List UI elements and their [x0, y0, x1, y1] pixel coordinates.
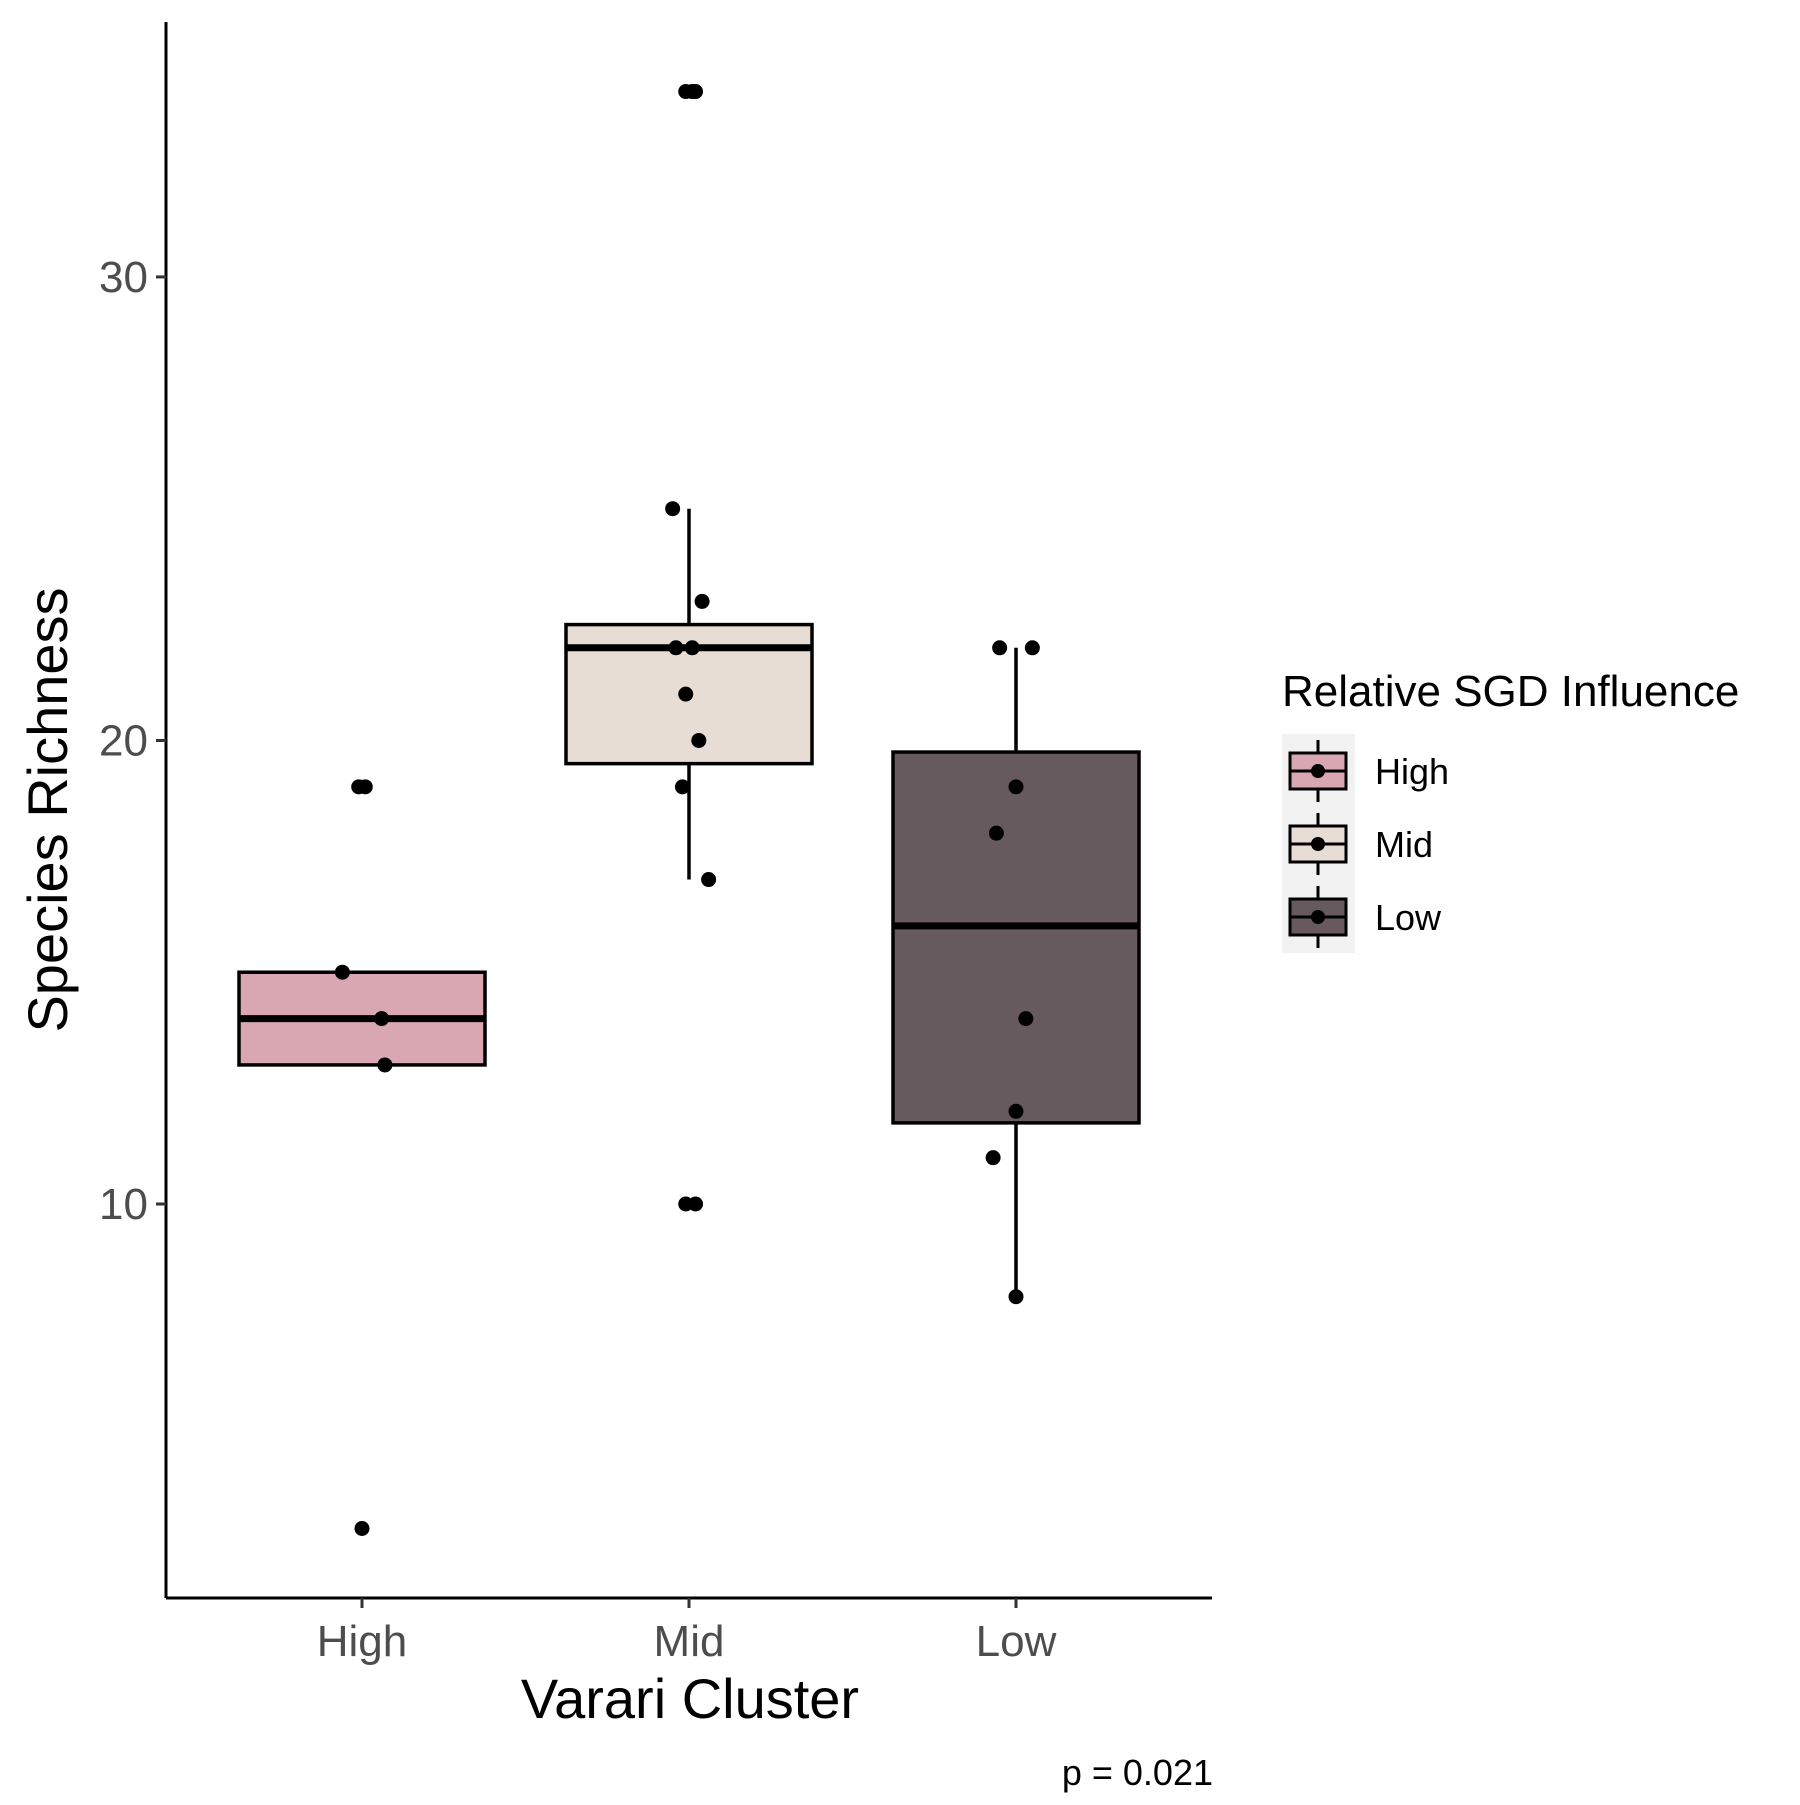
axes-layer: 10 20 30 High Mid Low [99, 22, 1212, 1666]
p-value-caption: p = 0.021 [1062, 1752, 1213, 1793]
data-point [334, 964, 350, 980]
x-axis-title: Varari Cluster [521, 1667, 859, 1730]
y-tick-label: 20 [99, 716, 148, 765]
data-point [357, 779, 373, 795]
data-point [678, 686, 694, 702]
data-point [688, 84, 704, 100]
data-point [688, 1196, 704, 1212]
data-point [674, 779, 690, 795]
points-layer [334, 84, 1040, 1536]
data-point [377, 1057, 393, 1073]
legend-label: Mid [1375, 824, 1433, 865]
legend-entries: High Mid Low [1288, 740, 1449, 948]
data-point [988, 825, 1004, 841]
data-point [354, 1520, 370, 1536]
data-point [665, 501, 681, 517]
legend-key-point [1311, 910, 1325, 924]
data-point [701, 872, 717, 888]
data-point [694, 593, 710, 609]
legend-label: High [1375, 751, 1449, 792]
legend-entry-mid: Mid [1288, 813, 1433, 875]
data-point [1008, 1289, 1024, 1305]
legend-key-point [1311, 837, 1325, 851]
data-point [374, 1011, 390, 1027]
legend-entry-low: Low [1288, 886, 1442, 948]
box-high [237, 970, 487, 1067]
legend-title: Relative SGD Influence [1282, 667, 1739, 716]
legend-entry-high: High [1288, 740, 1449, 802]
box-low [891, 647, 1141, 1297]
y-tick-label: 30 [99, 253, 148, 302]
data-point [1018, 1011, 1034, 1027]
y-axis-title: Species Richness [16, 587, 79, 1032]
box-iqr [891, 750, 1141, 1125]
boxes-layer [237, 508, 1141, 1297]
data-point [1024, 640, 1040, 656]
data-point [684, 640, 700, 656]
legend-label: Low [1375, 897, 1442, 938]
x-tick-label: High [317, 1617, 408, 1666]
data-point [1008, 779, 1024, 795]
data-point [691, 732, 707, 748]
legend-key-point [1311, 764, 1325, 778]
legend: Relative SGD Influence High Mid Low [1282, 667, 1739, 953]
data-point [1008, 1103, 1024, 1119]
x-tick-label: Mid [654, 1617, 725, 1666]
data-point [992, 640, 1008, 656]
data-point [985, 1150, 1001, 1166]
y-tick-label: 10 [99, 1180, 148, 1229]
x-tick-label: Low [976, 1617, 1057, 1666]
data-point [668, 640, 684, 656]
